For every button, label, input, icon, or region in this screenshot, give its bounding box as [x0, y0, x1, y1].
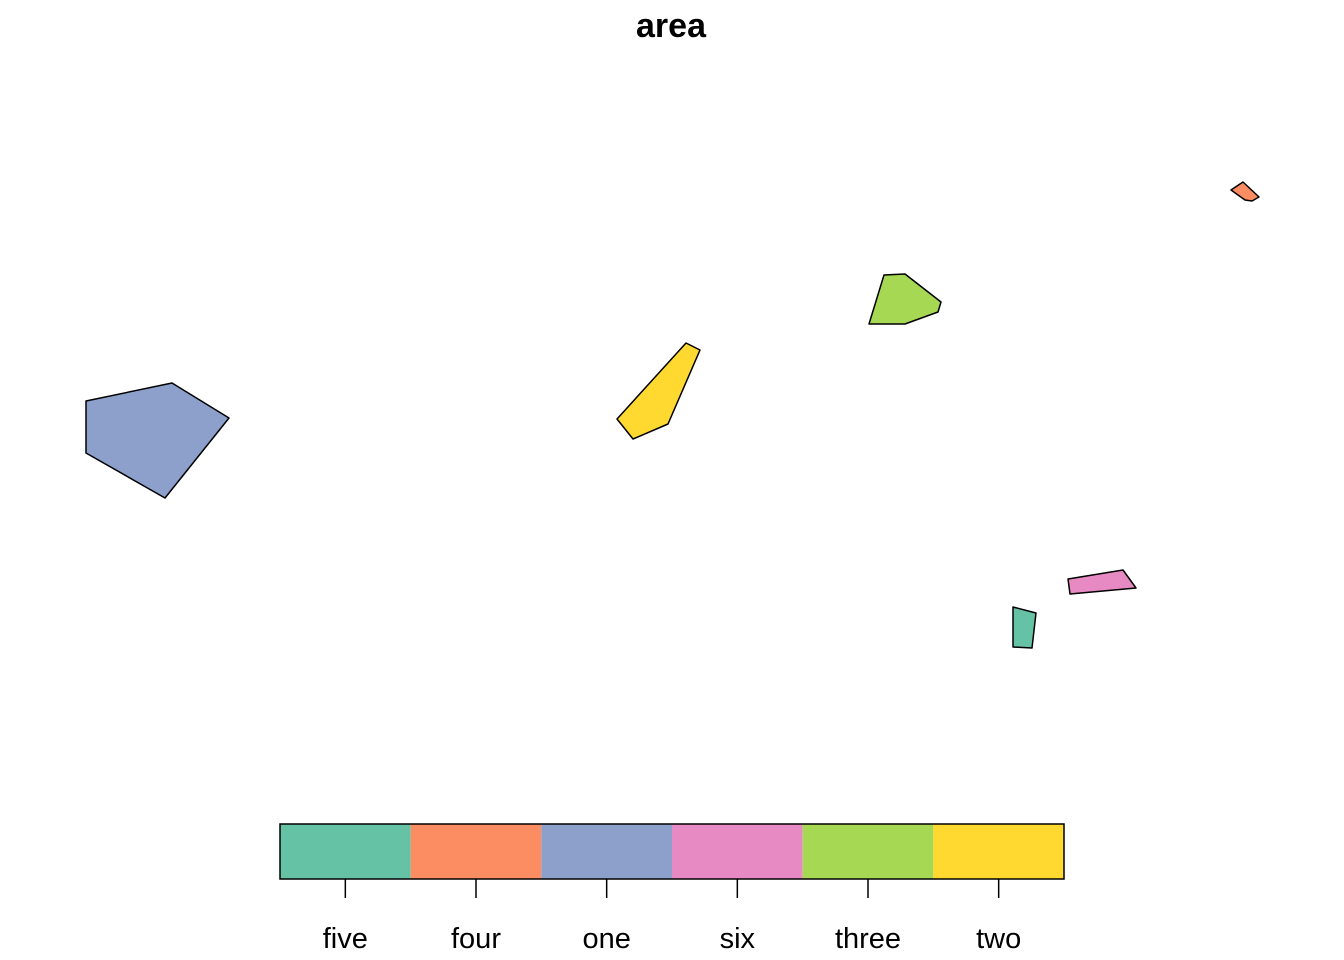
legend-label-three: three: [835, 923, 901, 955]
legend-swatch-three: [802, 824, 934, 879]
map-title: area: [636, 7, 707, 45]
region-six[interactable]: [1067, 569, 1137, 595]
map-regions: [85, 181, 1260, 649]
legend-label-one: one: [582, 923, 630, 955]
legend-ticks: [344, 879, 1000, 898]
region-five[interactable]: [1012, 606, 1037, 649]
legend-swatch-one: [541, 824, 672, 879]
legend-label-two: two: [976, 923, 1021, 955]
legend-label-four: four: [451, 923, 501, 955]
legend-label-six: six: [720, 923, 756, 955]
region-four[interactable]: [1230, 181, 1260, 202]
legend-swatch-six: [672, 824, 803, 879]
legend-swatches: [280, 824, 1064, 879]
legend-swatch-five: [280, 824, 411, 879]
legend-label-five: five: [323, 923, 368, 955]
legend-labels: five four one six three two: [323, 923, 1021, 955]
legend-swatch-two: [933, 824, 1064, 879]
legend-frame: [279, 823, 1065, 880]
legend-swatch-four: [410, 824, 542, 879]
legend: five four one six three two: [279, 823, 1065, 955]
region-two[interactable]: [616, 342, 701, 440]
region-one[interactable]: [85, 382, 230, 499]
region-three[interactable]: [868, 273, 942, 325]
